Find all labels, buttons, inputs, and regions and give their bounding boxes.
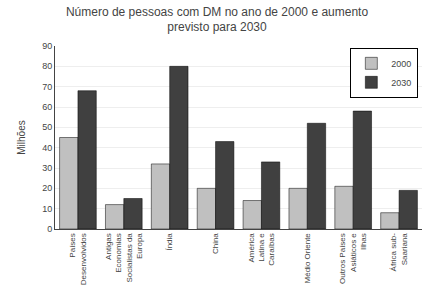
svg-text:10: 10	[42, 204, 52, 214]
svg-text:AntigasEconomiasSocialistas da: AntigasEconomiasSocialistas daEuropa	[104, 233, 144, 283]
svg-text:50: 50	[42, 122, 52, 132]
svg-text:80: 80	[42, 61, 52, 71]
svg-text:AméricaLatina eCaraíbas: AméricaLatina eCaraíbas	[247, 233, 277, 266]
svg-text:30: 30	[42, 163, 52, 173]
svg-text:Milhões: Milhões	[16, 120, 27, 154]
svg-text:Índia: Índia	[165, 233, 174, 251]
svg-text:40: 40	[42, 143, 52, 153]
svg-text:0: 0	[47, 224, 52, 234]
svg-text:60: 60	[42, 102, 52, 112]
svg-text:2000: 2000	[391, 59, 411, 69]
svg-text:2030: 2030	[391, 78, 411, 88]
svg-text:África sub-Saariana: África sub-Saariana	[389, 233, 408, 272]
svg-text:70: 70	[42, 82, 52, 92]
svg-text:90: 90	[42, 41, 52, 51]
svg-text:Médio Oriente: Médio Oriente	[303, 233, 312, 284]
svg-text:Outros PaísesAsiáticos eIlhas: Outros PaísesAsiáticos eIlhas	[338, 233, 368, 284]
svg-text:20: 20	[42, 183, 52, 193]
svg-text:China: China	[211, 233, 220, 254]
svg-text:Número de pessoas com DM no an: Número de pessoas com DM no ano de 2000 …	[66, 5, 369, 35]
svg-text:PaísesDesenvolvidos: PaísesDesenvolvidos	[68, 233, 87, 285]
